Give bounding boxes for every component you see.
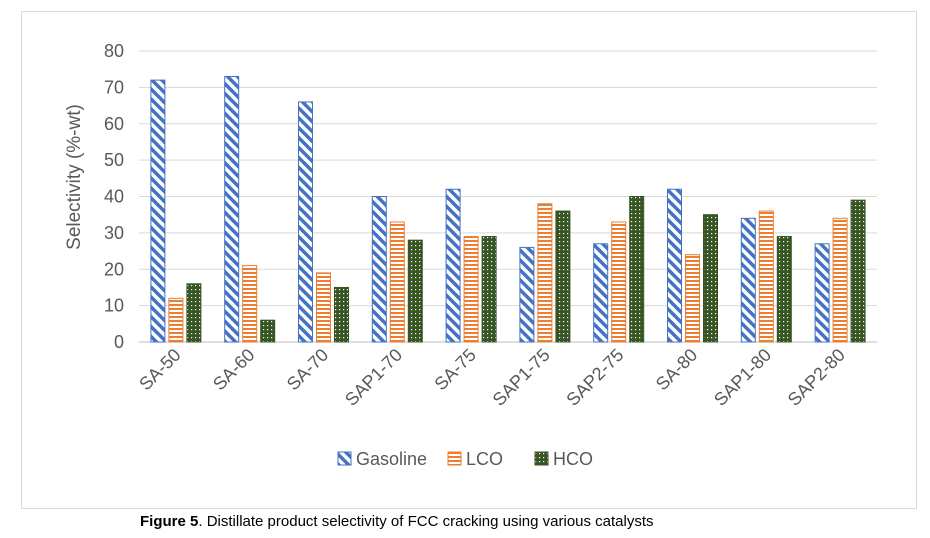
x-tick-label: SAP2-80 bbox=[784, 345, 849, 410]
bar-gasoline-sa-70 bbox=[298, 101, 313, 343]
bar-hco-sa-70 bbox=[334, 286, 349, 343]
y-tick-label: 60 bbox=[104, 114, 124, 134]
bar-gasoline-sap1-70 bbox=[371, 196, 387, 343]
figure-caption-text: . Distillate product selectivity of FCC … bbox=[198, 513, 654, 530]
x-tick-label: SA-75 bbox=[430, 345, 480, 395]
bar-hco-sa-60 bbox=[260, 319, 276, 343]
bar-lco-sap1-80 bbox=[758, 210, 774, 343]
bar-hco-sap1-75 bbox=[555, 210, 571, 343]
bar-gasoline-sa-60 bbox=[224, 75, 240, 343]
x-tick-label: SAP1-75 bbox=[489, 345, 554, 410]
legend-label-hco: HCO bbox=[553, 449, 593, 469]
bar-lco-sa-75 bbox=[463, 236, 479, 343]
bar-gasoline-sap1-80 bbox=[740, 217, 756, 343]
chart-frame: 0 10 20 30 40 50 60 70 80 SA-50 SA-60 SA-70 SAP1-70… bbox=[21, 11, 917, 509]
y-tick-label: 40 bbox=[104, 187, 124, 207]
legend-swatch-lco bbox=[447, 451, 462, 466]
bar-lco-sa-50 bbox=[168, 297, 184, 343]
bar-lco-sap1-75 bbox=[537, 203, 553, 343]
bar-gasoline-sa-75 bbox=[445, 188, 461, 343]
legend-label-gasoline: Gasoline bbox=[356, 449, 427, 469]
x-tick-label: SAP2-75 bbox=[562, 345, 627, 410]
y-tick-label: 80 bbox=[104, 41, 124, 61]
legend-swatch-hco bbox=[534, 451, 549, 466]
bar-lco-sap1-70 bbox=[389, 221, 405, 343]
bar-hco-sap2-75 bbox=[629, 196, 645, 343]
bar-lco-sap2-80 bbox=[832, 217, 848, 343]
bar-hco-sa-50 bbox=[186, 283, 202, 343]
legend-swatch-gasoline bbox=[337, 451, 352, 466]
y-tick-label: 30 bbox=[104, 223, 124, 243]
gridlines bbox=[139, 50, 877, 343]
bar-lco-sap2-75 bbox=[611, 221, 627, 343]
legend-label-lco: LCO bbox=[466, 449, 503, 469]
x-tick-label: SAP1-70 bbox=[341, 345, 406, 410]
bar-lco-sa-60 bbox=[242, 265, 258, 343]
y-tick-label: 20 bbox=[104, 259, 124, 279]
x-tick-label: SA-50 bbox=[135, 345, 185, 395]
bar-hco-sap2-80 bbox=[850, 199, 866, 343]
y-tick-label: 70 bbox=[104, 77, 124, 97]
legend: Gasoline LCO HCO bbox=[337, 449, 593, 469]
bars bbox=[150, 75, 866, 343]
bar-gasoline-sa-80 bbox=[667, 188, 682, 343]
bar-hco-sap1-80 bbox=[776, 236, 792, 343]
bar-lco-sa-70 bbox=[316, 272, 331, 343]
x-tick-label: SA-80 bbox=[652, 345, 702, 395]
x-tick-label: SA-60 bbox=[209, 345, 259, 395]
bar-hco-sa-80 bbox=[703, 214, 718, 343]
x-tick-label: SAP1-80 bbox=[710, 345, 775, 410]
y-axis-ticks: 0 10 20 30 40 50 60 70 80 bbox=[104, 41, 124, 352]
figure-caption-prefix: Figure 5 bbox=[140, 513, 199, 530]
x-tick-label: SA-70 bbox=[283, 345, 333, 395]
bar-gasoline-sap2-80 bbox=[814, 243, 830, 343]
figure-caption: Figure 5. Distillate product selectivity… bbox=[140, 513, 930, 538]
x-axis-ticks: SA-50 SA-60 SA-70 SAP1-70 SA-75 SAP1-75 SAP2-7… bbox=[135, 345, 849, 410]
y-axis-title: Selectivity (%-wt) bbox=[64, 104, 85, 250]
y-tick-label: 0 bbox=[114, 332, 124, 352]
y-tick-label: 10 bbox=[104, 296, 124, 316]
bar-gasoline-sap2-75 bbox=[593, 243, 609, 343]
bar-gasoline-sap1-75 bbox=[519, 246, 535, 343]
y-tick-label: 50 bbox=[104, 150, 124, 170]
bar-lco-sa-80 bbox=[685, 254, 700, 343]
bar-hco-sa-75 bbox=[481, 236, 497, 343]
bar-hco-sap1-70 bbox=[407, 239, 423, 343]
bar-chart: 0 10 20 30 40 50 60 70 80 SA-50 SA-60 SA-70 SAP1-70… bbox=[64, 41, 877, 469]
bar-gasoline-sa-50 bbox=[150, 79, 166, 343]
